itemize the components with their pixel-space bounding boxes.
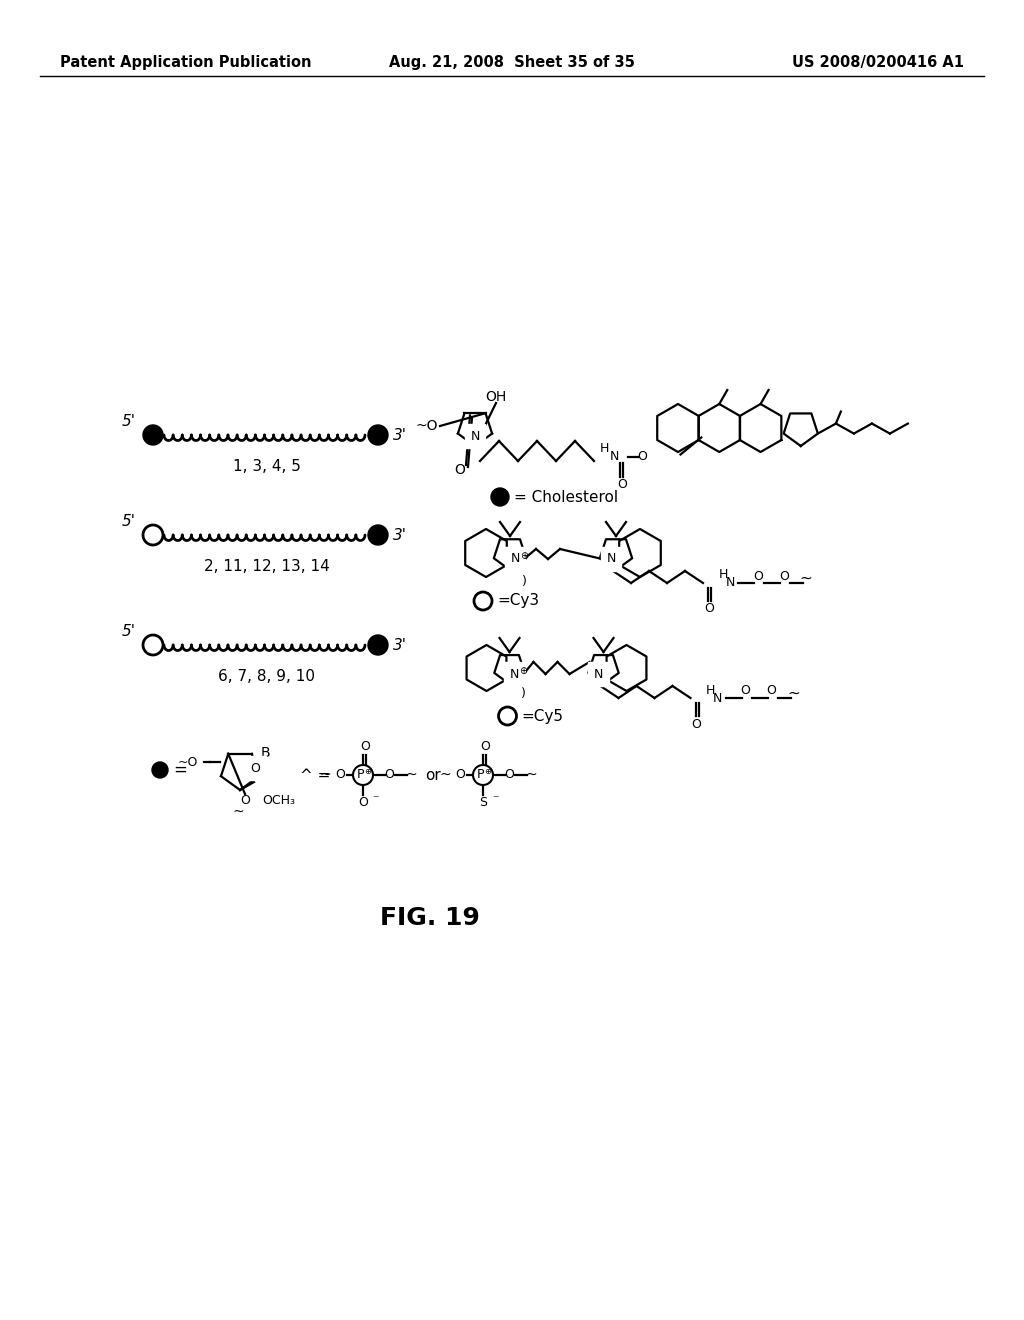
- Text: O: O: [767, 685, 776, 697]
- Text: O: O: [740, 685, 751, 697]
- Text: ~: ~: [800, 570, 812, 586]
- Circle shape: [152, 762, 168, 777]
- Text: O: O: [455, 768, 465, 781]
- Text: ⁻: ⁻: [372, 793, 379, 807]
- Text: ~O: ~O: [416, 418, 438, 433]
- Text: N: N: [713, 692, 722, 705]
- Text: O: O: [360, 741, 370, 754]
- Text: 3': 3': [393, 428, 407, 442]
- Circle shape: [499, 708, 516, 725]
- Text: O: O: [705, 602, 714, 615]
- Text: 6, 7, 8, 9, 10: 6, 7, 8, 9, 10: [218, 669, 315, 684]
- Text: N: N: [510, 553, 520, 565]
- Text: N: N: [470, 429, 479, 442]
- Text: ~: ~: [232, 805, 244, 818]
- Circle shape: [473, 766, 493, 785]
- Text: ~O: ~O: [177, 755, 198, 768]
- Text: H: H: [599, 442, 608, 455]
- Text: ~: ~: [787, 685, 800, 701]
- Circle shape: [143, 425, 163, 445]
- Text: O: O: [358, 796, 368, 809]
- Text: N: N: [609, 450, 618, 463]
- Circle shape: [368, 635, 388, 655]
- Text: ~: ~: [319, 768, 331, 781]
- Text: 2, 11, 12, 13, 14: 2, 11, 12, 13, 14: [204, 558, 330, 574]
- Text: ~: ~: [406, 768, 417, 781]
- Text: B: B: [260, 746, 269, 760]
- Text: O: O: [691, 718, 701, 730]
- Text: S: S: [479, 796, 487, 809]
- Text: 3': 3': [393, 528, 407, 543]
- Circle shape: [490, 488, 509, 506]
- Text: 5': 5': [122, 414, 136, 429]
- Text: ⊕: ⊕: [484, 767, 492, 776]
- Text: OCH₃: OCH₃: [262, 793, 295, 807]
- Text: N: N: [510, 668, 519, 681]
- Text: ⊕: ⊕: [365, 767, 372, 776]
- Circle shape: [368, 525, 388, 545]
- Text: =: =: [173, 762, 186, 779]
- Text: FIG. 19: FIG. 19: [380, 906, 480, 931]
- Text: O: O: [779, 569, 788, 582]
- Text: O: O: [504, 768, 514, 781]
- Text: O: O: [637, 450, 647, 463]
- Text: = Cholesterol: = Cholesterol: [514, 490, 618, 504]
- Text: ⊕: ⊕: [519, 667, 527, 676]
- Text: O: O: [455, 463, 466, 477]
- Text: N: N: [594, 668, 603, 681]
- Text: =Cy3: =Cy3: [497, 594, 539, 609]
- Text: 3': 3': [393, 638, 407, 652]
- Text: P: P: [357, 768, 365, 781]
- Text: Patent Application Publication: Patent Application Publication: [60, 55, 311, 70]
- Text: ~: ~: [525, 768, 537, 781]
- Text: ⊕: ⊕: [520, 550, 528, 561]
- Text: or: or: [425, 767, 441, 783]
- Text: 1, 3, 4, 5: 1, 3, 4, 5: [232, 459, 300, 474]
- Text: ): ): [514, 574, 526, 587]
- Text: O: O: [617, 478, 627, 491]
- Text: O: O: [753, 569, 763, 582]
- Text: O: O: [251, 762, 260, 775]
- Text: O: O: [480, 741, 489, 754]
- Text: H: H: [718, 569, 728, 582]
- Text: 5': 5': [122, 624, 136, 639]
- Text: ⁻: ⁻: [492, 793, 499, 807]
- Text: O: O: [335, 768, 345, 781]
- Text: O: O: [240, 793, 250, 807]
- Circle shape: [474, 591, 492, 610]
- Text: OH: OH: [485, 389, 507, 404]
- Text: H: H: [706, 684, 715, 697]
- Text: ~: ~: [439, 768, 451, 781]
- Circle shape: [143, 525, 163, 545]
- Text: N: N: [606, 553, 615, 565]
- Text: O: O: [384, 768, 394, 781]
- Circle shape: [353, 766, 373, 785]
- Text: 5': 5': [122, 515, 136, 529]
- Text: US 2008/0200416 A1: US 2008/0200416 A1: [792, 55, 964, 70]
- Text: ^ =: ^ =: [300, 767, 330, 783]
- Text: Aug. 21, 2008  Sheet 35 of 35: Aug. 21, 2008 Sheet 35 of 35: [389, 55, 635, 70]
- Text: N: N: [725, 577, 734, 590]
- Text: ): ): [513, 688, 526, 701]
- Circle shape: [143, 635, 163, 655]
- Text: P: P: [477, 768, 484, 781]
- Text: =Cy5: =Cy5: [521, 709, 563, 723]
- Circle shape: [368, 425, 388, 445]
